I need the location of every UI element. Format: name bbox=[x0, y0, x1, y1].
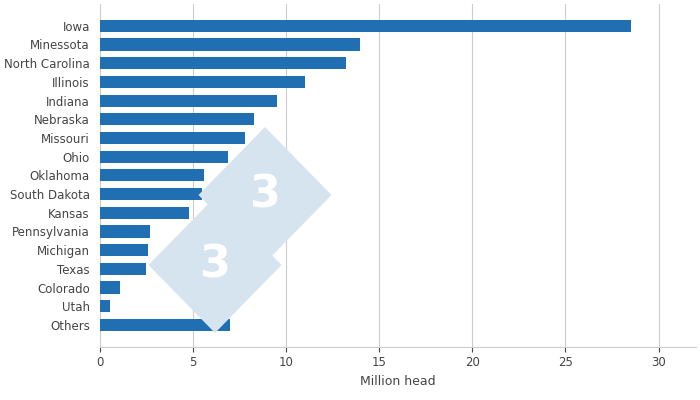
Bar bbox=[99, 319, 230, 331]
Bar bbox=[99, 282, 120, 294]
Bar bbox=[99, 113, 254, 125]
Bar bbox=[99, 57, 346, 69]
Text: 3: 3 bbox=[199, 244, 230, 286]
Bar bbox=[99, 244, 148, 256]
Bar bbox=[99, 263, 146, 275]
Text: 3: 3 bbox=[250, 174, 281, 216]
Bar bbox=[99, 38, 360, 50]
Bar bbox=[99, 225, 150, 238]
Bar bbox=[99, 169, 204, 182]
X-axis label: Million head: Million head bbox=[360, 375, 435, 388]
Bar bbox=[99, 76, 304, 88]
Bar bbox=[99, 150, 228, 163]
Bar bbox=[99, 94, 276, 107]
Bar bbox=[99, 132, 245, 144]
Bar bbox=[99, 300, 110, 312]
Bar bbox=[99, 188, 202, 200]
Bar bbox=[99, 207, 189, 219]
Bar bbox=[99, 20, 631, 32]
